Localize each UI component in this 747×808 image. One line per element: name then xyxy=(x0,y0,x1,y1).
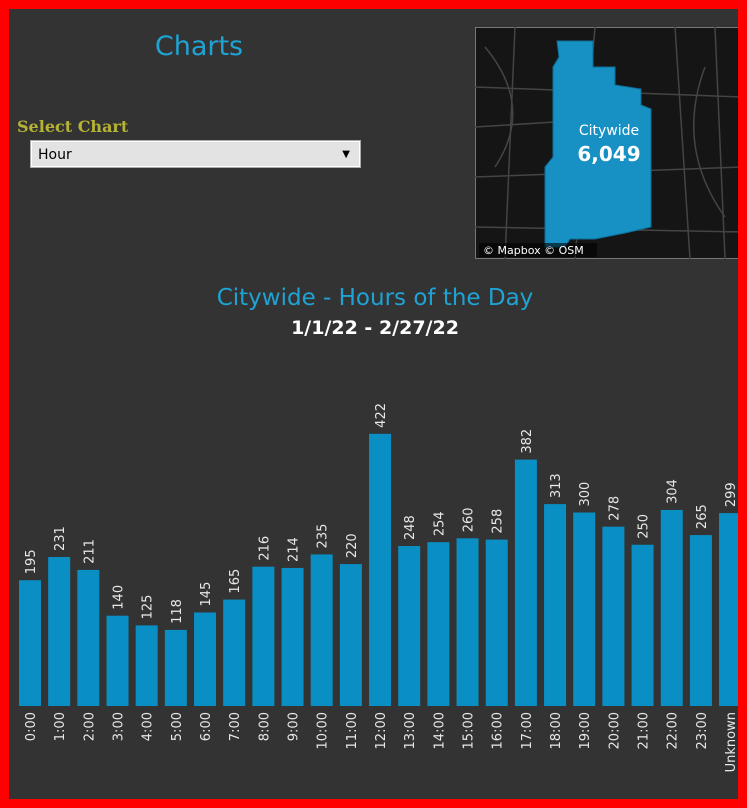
bar xyxy=(252,566,275,706)
bar xyxy=(339,564,362,706)
bar xyxy=(631,544,654,706)
data-label: 214 xyxy=(287,537,302,562)
data-label: 165 xyxy=(228,569,243,594)
x-tick-label: 8:00 xyxy=(257,712,272,741)
page-title: Charts xyxy=(154,31,244,62)
data-label: 299 xyxy=(724,482,738,507)
data-label: 235 xyxy=(316,524,331,549)
bar xyxy=(281,567,304,706)
bar xyxy=(719,513,738,706)
bar xyxy=(369,433,392,706)
data-label: 250 xyxy=(637,514,652,539)
chart-select[interactable]: Hour ▼ xyxy=(30,140,361,168)
data-label: 140 xyxy=(112,585,127,610)
select-label: Select Chart xyxy=(17,117,129,136)
data-label: 300 xyxy=(578,482,593,507)
map-area-label: Citywide xyxy=(579,123,639,139)
data-label: 118 xyxy=(170,599,185,624)
map: Citywide 6,049 © Mapbox © OSM xyxy=(475,27,738,259)
x-tick-label: 14:00 xyxy=(432,712,447,749)
dropdown-arrow: ▼ xyxy=(342,149,350,160)
x-tick-label: 1:00 xyxy=(53,712,68,741)
x-tick-label: 7:00 xyxy=(228,712,243,741)
city-shape xyxy=(544,40,652,248)
data-label: 254 xyxy=(432,511,447,536)
bar xyxy=(544,504,567,706)
bar xyxy=(485,539,508,706)
data-label: 265 xyxy=(695,504,710,529)
x-tick-label: Unknown xyxy=(724,712,738,772)
chart-subtitle: 1/1/22 - 2/27/22 xyxy=(291,317,459,339)
select-value: Hour xyxy=(38,147,72,163)
x-tick-label: 3:00 xyxy=(112,712,127,741)
bar xyxy=(660,509,683,706)
map-count: 6,049 xyxy=(577,142,640,166)
x-tick-label: 20:00 xyxy=(607,712,622,749)
bar xyxy=(310,554,333,706)
x-tick-label: 17:00 xyxy=(520,712,535,749)
bar xyxy=(602,526,625,706)
bar xyxy=(135,625,158,706)
x-tick-label: 13:00 xyxy=(403,712,418,749)
data-label: 211 xyxy=(82,539,97,564)
x-tick-label: 16:00 xyxy=(491,712,506,749)
bar xyxy=(573,512,596,706)
x-tick-label: 21:00 xyxy=(637,712,652,749)
x-tick-label: 18:00 xyxy=(549,712,564,749)
x-tick-label: 23:00 xyxy=(695,712,710,749)
data-label: 278 xyxy=(607,496,622,521)
chart-title: Citywide - Hours of the Day xyxy=(217,285,534,311)
bar xyxy=(19,580,41,706)
bar xyxy=(77,569,100,706)
x-tick-label: 9:00 xyxy=(287,712,302,741)
bar xyxy=(48,557,71,706)
x-tick-label: 12:00 xyxy=(374,712,389,749)
map-attribution: © Mapbox © OSM xyxy=(483,244,584,257)
data-label: 313 xyxy=(549,473,564,498)
x-tick-label: 10:00 xyxy=(316,712,331,749)
bar xyxy=(456,538,479,706)
data-label: 382 xyxy=(520,429,535,454)
data-label: 216 xyxy=(257,536,272,561)
x-tick-label: 4:00 xyxy=(141,712,156,741)
data-label: 258 xyxy=(491,509,506,534)
bar xyxy=(194,612,217,706)
data-label: 231 xyxy=(53,526,68,551)
bar xyxy=(398,546,421,706)
bar xyxy=(514,459,537,706)
x-tick-label: 0:00 xyxy=(24,712,39,741)
bar-chart: Citywide - Hours of the Day 1/1/22 - 2/2… xyxy=(19,285,738,772)
data-label: 125 xyxy=(141,595,156,620)
bar xyxy=(223,599,246,706)
data-label: 260 xyxy=(462,507,477,532)
x-tick-label: 22:00 xyxy=(666,712,681,749)
bar xyxy=(164,629,187,706)
x-tick-label: 19:00 xyxy=(578,712,593,749)
data-label: 145 xyxy=(199,582,214,607)
data-label: 248 xyxy=(403,515,418,540)
attribution-bg xyxy=(479,243,597,257)
x-tick-label: 6:00 xyxy=(199,712,214,741)
x-tick-label: 11:00 xyxy=(345,712,360,749)
x-tick-label: 5:00 xyxy=(170,712,185,741)
bar xyxy=(106,615,129,706)
data-label: 422 xyxy=(374,403,389,428)
data-label: 304 xyxy=(666,479,681,504)
x-tick-label: 2:00 xyxy=(82,712,97,741)
bar xyxy=(689,535,712,706)
bar xyxy=(427,542,450,706)
data-label: 220 xyxy=(345,533,360,558)
x-tick-label: 15:00 xyxy=(462,712,477,749)
data-label: 195 xyxy=(24,549,39,574)
